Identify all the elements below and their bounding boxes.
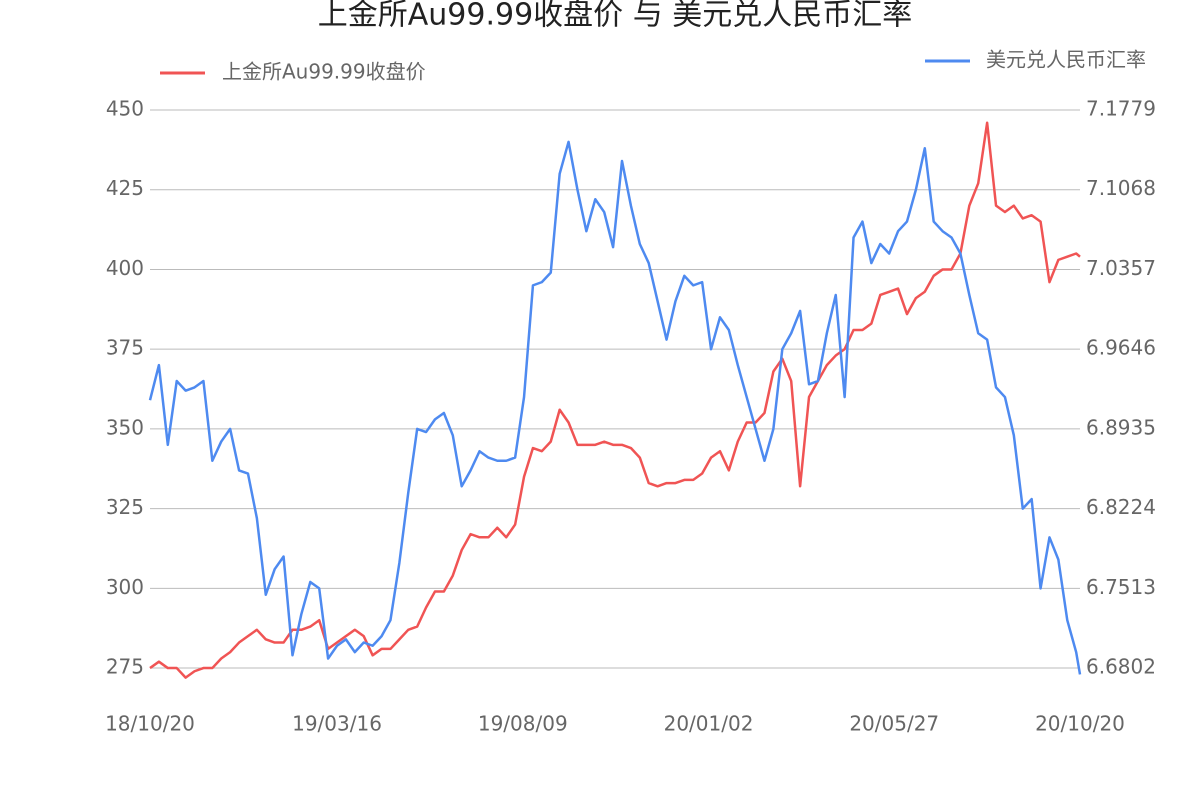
y-tick-label: 450 <box>106 97 144 121</box>
x-tick-label: 18/10/20 <box>105 712 195 736</box>
y-tick-label: 400 <box>106 256 144 280</box>
y2-tick-label: 7.1779 <box>1086 97 1156 121</box>
y-tick-label: 325 <box>106 495 144 519</box>
legend-label: 上金所Au99.99收盘价 <box>222 60 426 84</box>
legend-label: 美元兑人民币汇率 <box>986 48 1146 72</box>
y2-tick-label: 7.1068 <box>1086 176 1156 200</box>
x-tick-label: 20/10/20 <box>1035 712 1125 736</box>
series-line <box>148 140 1082 675</box>
y2-tick-label: 6.8935 <box>1086 415 1156 439</box>
y-tick-label: 300 <box>106 575 144 599</box>
x-tick-label: 20/01/02 <box>664 712 754 736</box>
y2-tick-label: 6.6802 <box>1086 655 1156 679</box>
x-tick-label: 19/03/16 <box>292 712 382 736</box>
y-tick-label: 350 <box>106 415 144 439</box>
x-tick-label: 19/08/09 <box>478 712 568 736</box>
y-tick-label: 275 <box>106 655 144 679</box>
y2-tick-label: 6.8224 <box>1086 495 1156 519</box>
chart-title: 上金所Au99.99收盘价 与 美元兑人民币汇率 <box>318 0 913 33</box>
series-line <box>149 121 1081 679</box>
y-tick-label: 375 <box>106 336 144 360</box>
y2-tick-label: 6.7513 <box>1086 575 1156 599</box>
y2-tick-label: 6.9646 <box>1086 336 1156 360</box>
y-tick-label: 425 <box>106 176 144 200</box>
x-tick-label: 20/05/27 <box>849 712 939 736</box>
y2-tick-label: 7.0357 <box>1086 256 1156 280</box>
